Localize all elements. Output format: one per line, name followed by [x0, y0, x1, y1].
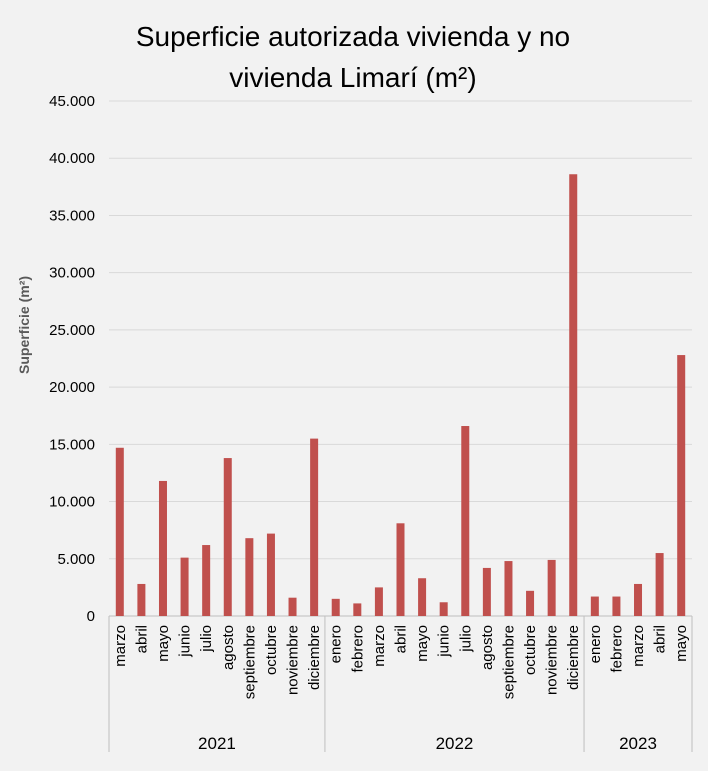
y-tick-label: 25.000 — [49, 322, 95, 339]
bar — [504, 561, 513, 616]
y-tick-label: 30.000 — [49, 265, 95, 282]
bar — [439, 602, 448, 616]
y-tick-label: 10.000 — [49, 494, 95, 511]
bar — [396, 523, 405, 616]
x-tick-label: diciembre — [306, 625, 323, 690]
x-tick-label: febrero — [608, 625, 625, 673]
year-label: 2023 — [619, 734, 657, 753]
x-tick-label: septiembre — [241, 625, 258, 699]
y-axis-label: Superficie (m²) — [16, 276, 32, 374]
bar — [245, 538, 254, 616]
x-tick-label: enero — [587, 625, 604, 663]
x-tick-label: julio — [457, 625, 474, 653]
y-tick-label: 15.000 — [49, 436, 95, 453]
bar — [634, 583, 643, 616]
x-tick-label: marzo — [112, 625, 129, 667]
bar — [677, 355, 686, 616]
bar — [180, 557, 189, 616]
x-tick-label: noviembre — [544, 625, 561, 695]
bar — [331, 598, 340, 616]
year-label: 2022 — [436, 734, 474, 753]
y-tick-label: 35.000 — [49, 207, 95, 224]
x-tick-label: diciembre — [565, 625, 582, 690]
y-tick-labels: 0 5.000 10.000 15.000 20.000 25.000 30.000 35.0… — [49, 93, 95, 625]
x-tick-label: mayo — [155, 625, 172, 662]
y-tick-label: 40.000 — [49, 150, 95, 167]
x-tick-label: abril — [133, 625, 150, 653]
x-tick-label: agosto — [220, 625, 237, 670]
bar — [612, 596, 621, 616]
bar — [590, 596, 599, 616]
bar — [137, 583, 146, 616]
chart-title-line-2: vivienda Limarí (m²) — [229, 62, 476, 93]
y-tick-label: 0 — [87, 608, 95, 625]
bar — [288, 597, 297, 616]
x-tick-label: julio — [198, 625, 215, 653]
y-tick-label: 45.000 — [49, 93, 95, 110]
bar — [482, 567, 491, 616]
bars — [115, 174, 686, 616]
y-tick-label: 5.000 — [57, 551, 95, 568]
bar — [374, 587, 383, 616]
bar — [418, 578, 427, 616]
chart-title-line-1: Superficie autorizada vivienda y no — [136, 21, 570, 52]
bar — [202, 545, 211, 616]
x-tick-label: abril — [393, 625, 410, 653]
y-tick-label: 20.000 — [49, 379, 95, 396]
x-tick-label: octubre — [522, 625, 539, 675]
x-category-labels: marzo abril mayo junio julio agosto septiembre… — [112, 625, 690, 699]
bar — [569, 174, 578, 616]
year-label: 2021 — [198, 734, 236, 753]
bar — [547, 559, 556, 616]
x-tick-label: junio — [177, 625, 194, 658]
x-tick-label: marzo — [630, 625, 647, 667]
x-year-labels: 2021 2022 2023 — [108, 616, 693, 753]
x-tick-label: enero — [328, 625, 345, 663]
x-tick-label: mayo — [414, 625, 431, 662]
bar — [526, 590, 535, 616]
x-tick-label: octubre — [263, 625, 280, 675]
x-tick-label: febrero — [349, 625, 366, 673]
x-tick-label: mayo — [673, 625, 690, 662]
x-tick-label: agosto — [479, 625, 496, 670]
bar — [266, 533, 275, 616]
x-tick-label: septiembre — [500, 625, 517, 699]
bar — [158, 480, 167, 616]
bar — [115, 447, 124, 616]
bar — [461, 426, 470, 616]
x-tick-label: marzo — [371, 625, 388, 667]
bar — [655, 553, 664, 616]
bar — [223, 458, 232, 616]
x-tick-label: junio — [436, 625, 453, 658]
x-tick-label: noviembre — [285, 625, 302, 695]
bar — [310, 438, 319, 616]
bar — [353, 603, 362, 616]
x-tick-label: abril — [652, 625, 669, 653]
